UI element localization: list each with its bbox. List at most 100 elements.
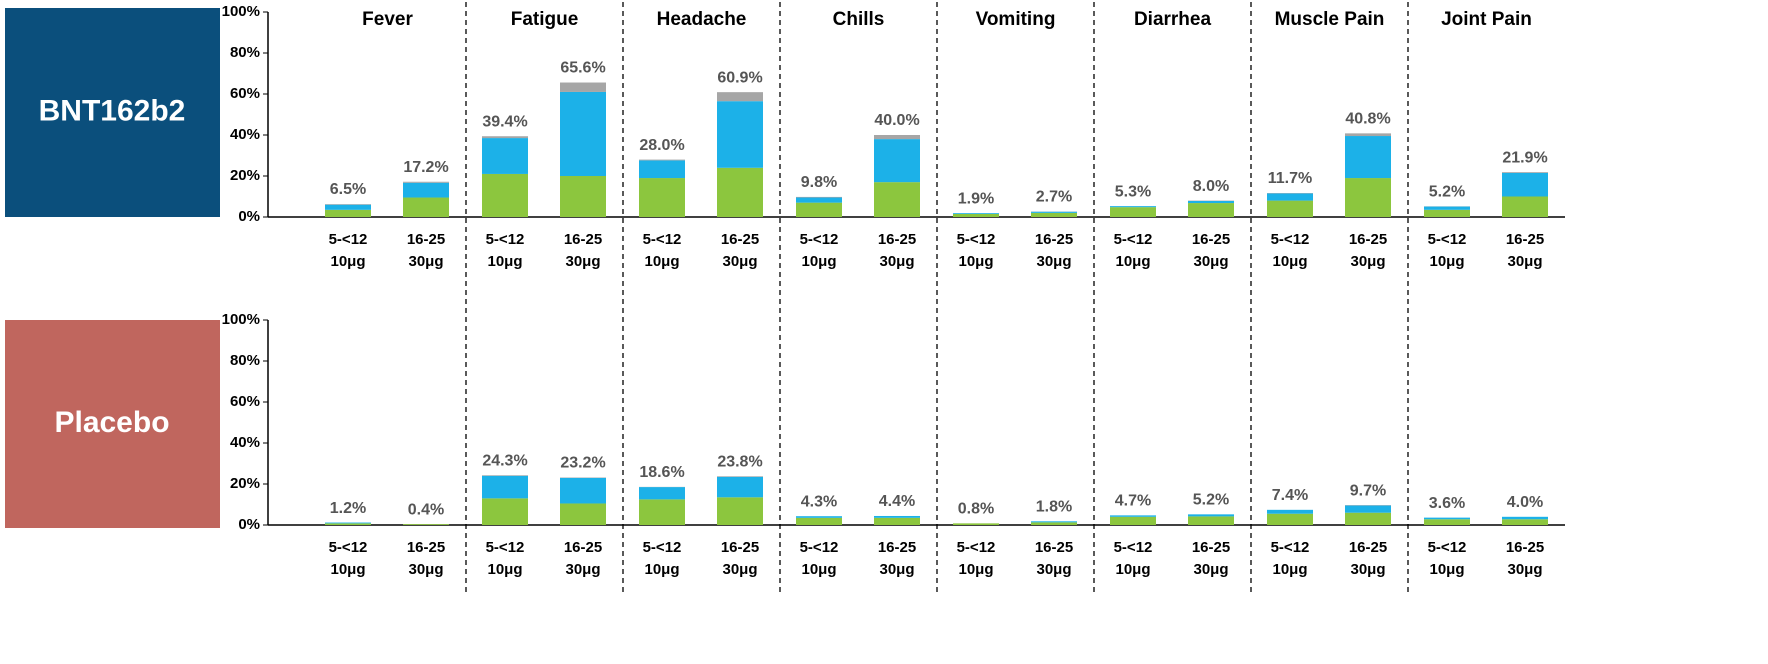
age-label: 16-25: [1349, 231, 1387, 248]
bar-segment: [1502, 516, 1548, 520]
age-label: 16-25: [878, 539, 916, 556]
bar-segment: [1110, 206, 1156, 208]
bar-segment: [325, 204, 371, 205]
total-label: 6.5%: [330, 181, 366, 198]
age-label: 5-<12: [957, 539, 996, 556]
y-tick-label: 20%: [230, 475, 260, 492]
bar-segment: [560, 176, 606, 217]
dose-label: 30μg: [1350, 561, 1385, 578]
bar-segment: [482, 173, 528, 217]
dose-label: 10μg: [958, 561, 993, 578]
bar-segment: [639, 487, 685, 500]
bar-segment: [639, 499, 685, 525]
category-label: Fever: [362, 9, 413, 30]
bar-segment: [325, 523, 371, 525]
category-label: Chills: [833, 9, 885, 30]
age-label: 5-<12: [486, 539, 525, 556]
bar-segment: [796, 196, 842, 198]
category-label: Vomiting: [976, 9, 1056, 30]
bar-segment: [325, 522, 371, 524]
total-label: 23.2%: [560, 455, 605, 472]
y-tick-label: 80%: [230, 44, 260, 61]
total-label: 0.8%: [958, 501, 994, 518]
y-tick-label: 60%: [230, 85, 260, 102]
y-tick-label: 100%: [222, 311, 260, 328]
age-label: 5-<12: [1271, 539, 1310, 556]
total-label: 17.2%: [403, 159, 448, 176]
total-label: 28.0%: [639, 137, 684, 154]
bar-segment: [717, 476, 763, 498]
bar-segment: [1267, 193, 1313, 201]
group-box: [5, 8, 220, 217]
bar-segment: [717, 167, 763, 217]
dose-label: 30μg: [1193, 561, 1228, 578]
group-box: [5, 320, 220, 528]
y-tick-label: 40%: [230, 126, 260, 143]
bar-segment: [560, 91, 606, 176]
age-label: 16-25: [878, 231, 916, 248]
bar-segment: [796, 516, 842, 518]
dose-label: 30μg: [722, 561, 757, 578]
dose-label: 10μg: [801, 253, 836, 270]
total-label: 7.4%: [1272, 487, 1308, 504]
age-label: 5-<12: [957, 231, 996, 248]
bar-segment: [1267, 200, 1313, 217]
y-tick-label: 0%: [238, 208, 260, 225]
total-label: 18.6%: [639, 464, 684, 481]
total-label: 1.2%: [330, 500, 366, 517]
category-label: Diarrhea: [1134, 9, 1212, 30]
bar-segment: [1345, 133, 1391, 137]
bar-segment: [874, 139, 920, 183]
dose-label: 10μg: [1429, 561, 1464, 578]
bar-segment: [560, 503, 606, 525]
bar-segment: [403, 524, 449, 525]
dose-label: 10μg: [330, 561, 365, 578]
dose-label: 10μg: [1272, 253, 1307, 270]
age-label: 16-25: [1349, 539, 1387, 556]
bar-segment: [482, 136, 528, 139]
dose-label: 10μg: [487, 561, 522, 578]
bar-segment: [717, 476, 763, 477]
age-label: 5-<12: [1114, 539, 1153, 556]
bar-segment: [482, 498, 528, 525]
dose-label: 10μg: [644, 561, 679, 578]
total-label: 9.7%: [1350, 482, 1386, 499]
bar-segment: [1502, 519, 1548, 525]
total-label: 5.2%: [1193, 492, 1229, 509]
bar-segment: [1502, 172, 1548, 197]
bar-segment: [403, 182, 449, 198]
age-label: 16-25: [564, 539, 602, 556]
age-label: 5-<12: [486, 231, 525, 248]
age-label: 16-25: [1506, 231, 1544, 248]
dose-label: 10μg: [487, 253, 522, 270]
bar-segment: [1424, 206, 1470, 210]
total-label: 3.6%: [1429, 495, 1465, 512]
total-label: 1.8%: [1036, 499, 1072, 516]
bar-segment: [1345, 136, 1391, 179]
bar-segment: [639, 159, 685, 161]
dose-label: 30μg: [1036, 253, 1071, 270]
y-tick-label: 100%: [222, 3, 260, 20]
bar-segment: [874, 517, 920, 525]
age-label: 5-<12: [643, 231, 682, 248]
bar-segment: [1502, 172, 1548, 173]
bar-segment: [325, 204, 371, 210]
category-label: Fatigue: [511, 9, 579, 30]
total-label: 4.7%: [1115, 493, 1151, 510]
bar-segment: [1110, 515, 1156, 517]
age-label: 16-25: [564, 231, 602, 248]
age-label: 5-<12: [329, 231, 368, 248]
age-label: 16-25: [407, 231, 445, 248]
bar-segment: [1031, 521, 1077, 523]
total-label: 39.4%: [482, 113, 527, 130]
dose-label: 10μg: [1115, 253, 1150, 270]
total-label: 2.7%: [1036, 189, 1072, 206]
dose-label: 30μg: [1193, 253, 1228, 270]
bar-segment: [1188, 201, 1234, 204]
bar-segment: [1031, 212, 1077, 217]
dose-label: 30μg: [408, 561, 443, 578]
total-label: 23.8%: [717, 453, 762, 470]
dose-label: 10μg: [958, 253, 993, 270]
age-label: 5-<12: [1428, 539, 1467, 556]
